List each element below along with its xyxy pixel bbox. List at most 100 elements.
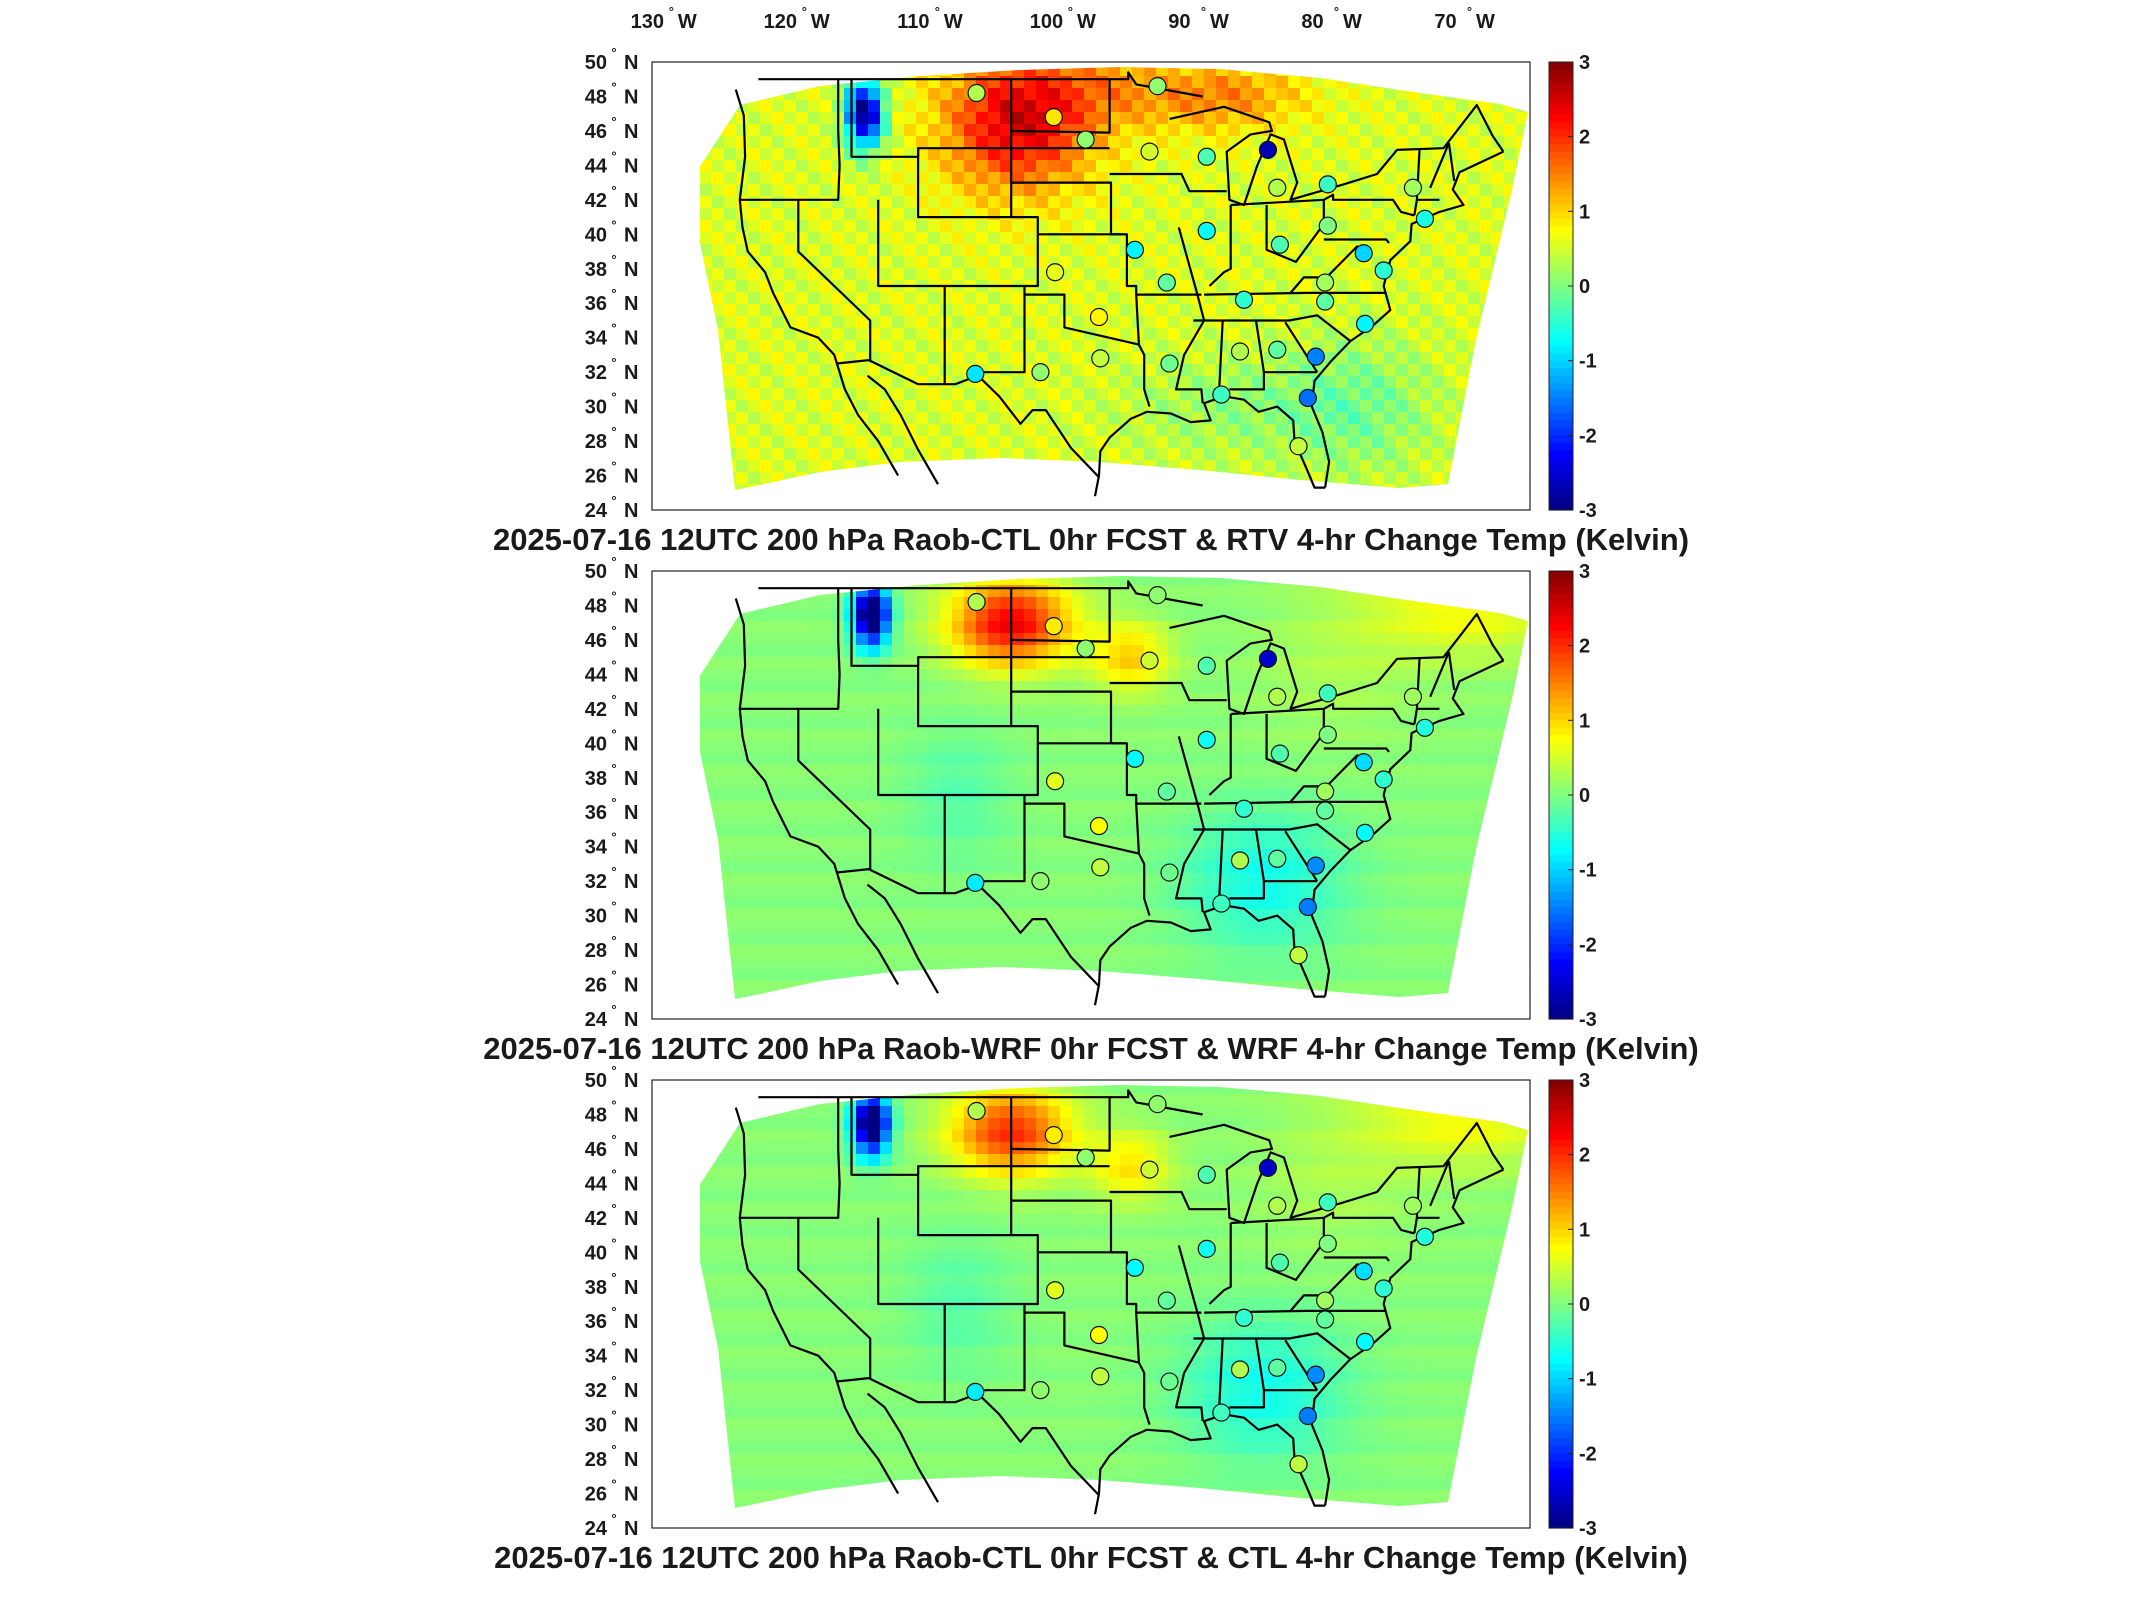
colorbar-tick-label: -3	[1579, 1518, 1597, 1540]
colorbar-tick-label: 1	[1579, 201, 1590, 223]
raob-station-marker	[1197, 147, 1216, 166]
raob-station-marker	[1076, 1148, 1095, 1167]
raob-station-marker	[1318, 1234, 1337, 1253]
raob-station-marker	[967, 83, 986, 103]
raob-station-marker	[1031, 1381, 1050, 1400]
raob-station-marker	[966, 873, 985, 892]
svg-text:34: 34	[585, 328, 608, 350]
raob-station-marker	[1318, 216, 1337, 235]
latitude-tick-label: 36 ° N	[585, 795, 639, 824]
svg-text:°: °	[611, 79, 616, 94]
svg-text:°: °	[611, 217, 616, 232]
raob-station-marker	[1212, 385, 1231, 404]
latitude-tick-label: 38 ° N	[585, 761, 639, 790]
svg-text:N: N	[624, 224, 638, 246]
svg-text:120: 120	[764, 11, 797, 33]
raob-station-marker	[1355, 1332, 1375, 1352]
colorbar-tick-label: -2	[1579, 934, 1597, 956]
svg-text:°: °	[611, 390, 616, 405]
raob-station-marker	[1318, 175, 1337, 194]
svg-text:26: 26	[585, 466, 607, 488]
latitude-tick-label: 36 ° N	[585, 286, 639, 315]
latitude-tick-label: 34 ° N	[585, 1339, 639, 1368]
raob-station-marker	[1415, 1227, 1435, 1246]
raob-station-marker	[1306, 856, 1325, 875]
raob-station-marker	[966, 1382, 985, 1401]
latitude-tick-label: 44 ° N	[585, 148, 639, 177]
latitude-tick-label: 30 ° N	[585, 899, 639, 928]
raob-station-marker	[1289, 437, 1308, 456]
raob-station-marker	[1289, 946, 1308, 965]
raob-station-marker	[1316, 1291, 1335, 1310]
colorbar-tick-label: 2	[1579, 1145, 1590, 1167]
svg-text:N: N	[624, 155, 638, 177]
raob-station-marker	[1157, 1291, 1176, 1310]
svg-text:40: 40	[585, 224, 607, 246]
longitude-tick-label: 120 ° W	[764, 4, 830, 33]
svg-text:W: W	[678, 11, 697, 33]
colorbar-tick-label: -3	[1579, 1009, 1597, 1031]
raob-station-marker	[1091, 1367, 1110, 1386]
raob-station-marker	[1270, 1253, 1290, 1272]
svg-text:110: 110	[897, 11, 929, 33]
latitude-tick-label: 46 ° N	[585, 114, 639, 143]
map-panel-2: 50 ° N 48 ° N 46 ° N 44 ° N 42 ° N 40 ° N 38 ° N 36 ° N 34 ° N 32 ° N…	[483, 554, 1699, 1066]
svg-text:°: °	[611, 114, 616, 129]
colorbar-tick-label: 0	[1579, 276, 1590, 298]
raob-station-marker	[1234, 290, 1254, 309]
raob-station-marker	[1403, 687, 1423, 706]
panel-title: 2025-07-16 12UTC 200 hPa Raob-CTL 0hr FC…	[494, 1540, 1688, 1575]
map-frame	[651, 570, 1531, 1020]
raob-stations	[966, 77, 1435, 456]
svg-text:°: °	[1334, 4, 1339, 19]
longitude-tick-label: 90 ° W	[1168, 4, 1229, 33]
svg-text:N: N	[624, 190, 638, 212]
svg-text:°: °	[611, 183, 616, 198]
raob-station-marker	[1148, 1095, 1167, 1114]
svg-text:32: 32	[585, 362, 607, 384]
colorbar: 3 2 1 0 -1 -2 -3	[1548, 1070, 1597, 1540]
svg-text:°: °	[1201, 4, 1206, 19]
svg-text:100: 100	[1030, 11, 1063, 33]
temperature-field	[700, 576, 1528, 999]
raob-station-marker	[1140, 651, 1159, 670]
colorbar-tick-label: 2	[1579, 127, 1590, 149]
latitude-tick-label: 46 ° N	[585, 623, 639, 652]
longitude-tick-label: 130 ° W	[631, 4, 697, 33]
raob-station-marker	[1197, 1239, 1216, 1258]
svg-text:°: °	[611, 252, 616, 267]
latitude-tick-label: 40 ° N	[585, 726, 639, 755]
svg-text:°: °	[935, 4, 940, 19]
colorbar-tick-label: 0	[1579, 1294, 1590, 1316]
latitude-tick-label: 32 ° N	[585, 1373, 639, 1402]
map-frame	[651, 61, 1531, 511]
raob-station-marker	[1160, 863, 1179, 882]
svg-text:38: 38	[585, 259, 607, 281]
latitude-tick-label: 26 ° N	[585, 1477, 639, 1506]
latitude-tick-label: 48 ° N	[585, 588, 639, 617]
latitude-tick-label: 32 ° N	[585, 355, 639, 384]
svg-text:36: 36	[585, 293, 607, 315]
svg-text:°: °	[611, 493, 616, 508]
svg-text:°: °	[611, 148, 616, 163]
colorbar-tick-label: 0	[1579, 785, 1590, 807]
svg-text:28: 28	[585, 431, 607, 453]
colorbar-tick-label: -3	[1579, 500, 1597, 522]
raob-station-marker	[1268, 178, 1287, 197]
colorbar-tick-label: -2	[1579, 425, 1597, 447]
temperature-field	[700, 67, 1528, 490]
latitude-axis-labels: 50 ° N 48 ° N 46 ° N 44 ° N 42 ° N 40 ° N 38 ° N 36 ° N 34 ° N 32 ° N…	[585, 1063, 639, 1540]
svg-text:N: N	[624, 431, 638, 453]
raob-station-marker	[1316, 292, 1335, 311]
latitude-tick-label: 42 ° N	[585, 692, 639, 721]
raob-station-marker	[1268, 340, 1287, 359]
svg-text:N: N	[624, 259, 638, 281]
raob-station-marker	[1140, 142, 1159, 161]
longitude-tick-label: 110 ° W	[897, 4, 963, 33]
raob-station-marker	[1306, 347, 1325, 366]
svg-text:W: W	[1077, 11, 1096, 33]
raob-station-marker	[1289, 1455, 1308, 1474]
latitude-tick-label: 28 ° N	[585, 1442, 639, 1471]
colorbar-tick-label: 3	[1579, 1070, 1590, 1092]
svg-text:W: W	[1343, 11, 1362, 33]
